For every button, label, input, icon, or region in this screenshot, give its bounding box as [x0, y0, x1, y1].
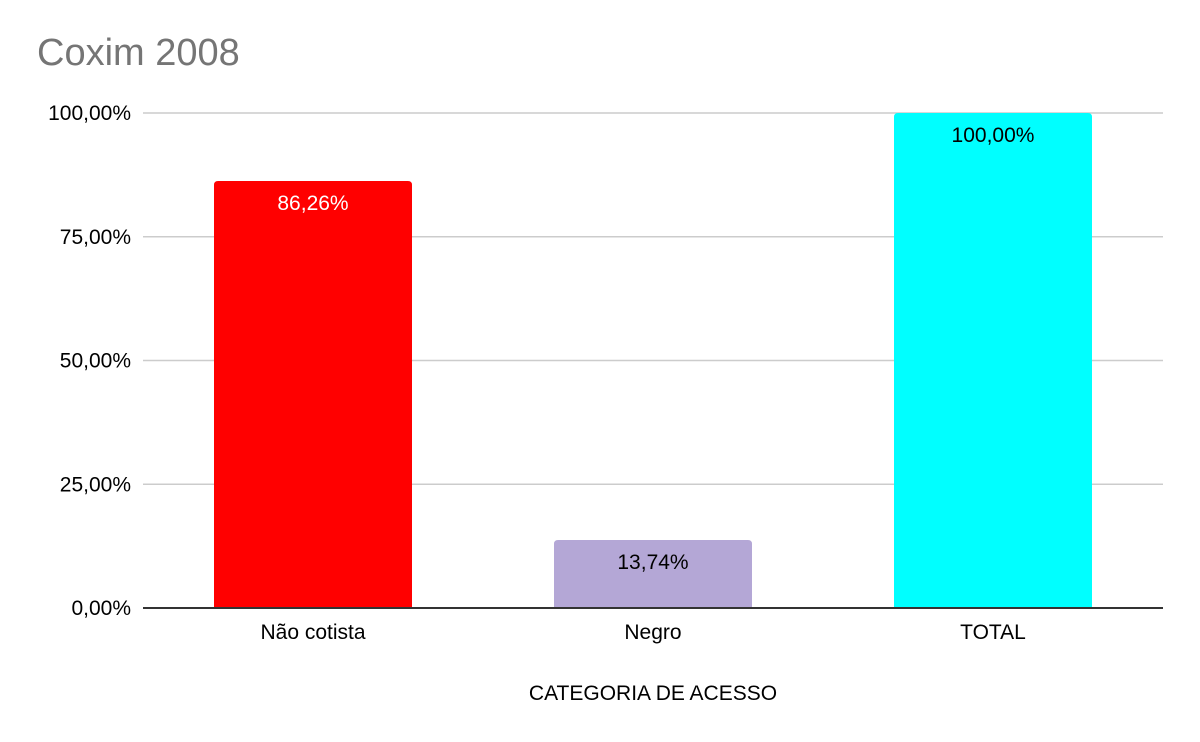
x-tick-label: Negro: [624, 621, 681, 644]
y-tick-label: 100,00%: [48, 102, 131, 125]
y-tick-label: 50,00%: [60, 350, 131, 373]
bar-value-label: 86,26%: [277, 192, 348, 215]
x-tick-label: TOTAL: [960, 621, 1026, 644]
bars: 86,26% 13,74% 100,00%: [214, 113, 1092, 608]
chart-title: Coxim 2008: [37, 32, 240, 74]
bar: [214, 181, 412, 608]
bar: [894, 113, 1092, 608]
bar: [554, 539, 752, 608]
x-tick-label: Não cotista: [260, 621, 365, 644]
y-tick-label: 0,00%: [71, 597, 131, 620]
x-axis-title: CATEGORIA DE ACESSO: [529, 682, 777, 705]
y-tick-label: 75,00%: [60, 226, 131, 249]
bar-value-label: 100,00%: [952, 124, 1035, 147]
y-axis-tick-labels: 0,00% 25,00% 50,00% 75,00% 100,00%: [48, 102, 131, 620]
x-axis-tick-labels: Não cotista Negro TOTAL: [260, 621, 1025, 644]
y-tick-label: 25,00%: [60, 473, 131, 496]
bar-value-label: 13,74%: [617, 551, 688, 574]
